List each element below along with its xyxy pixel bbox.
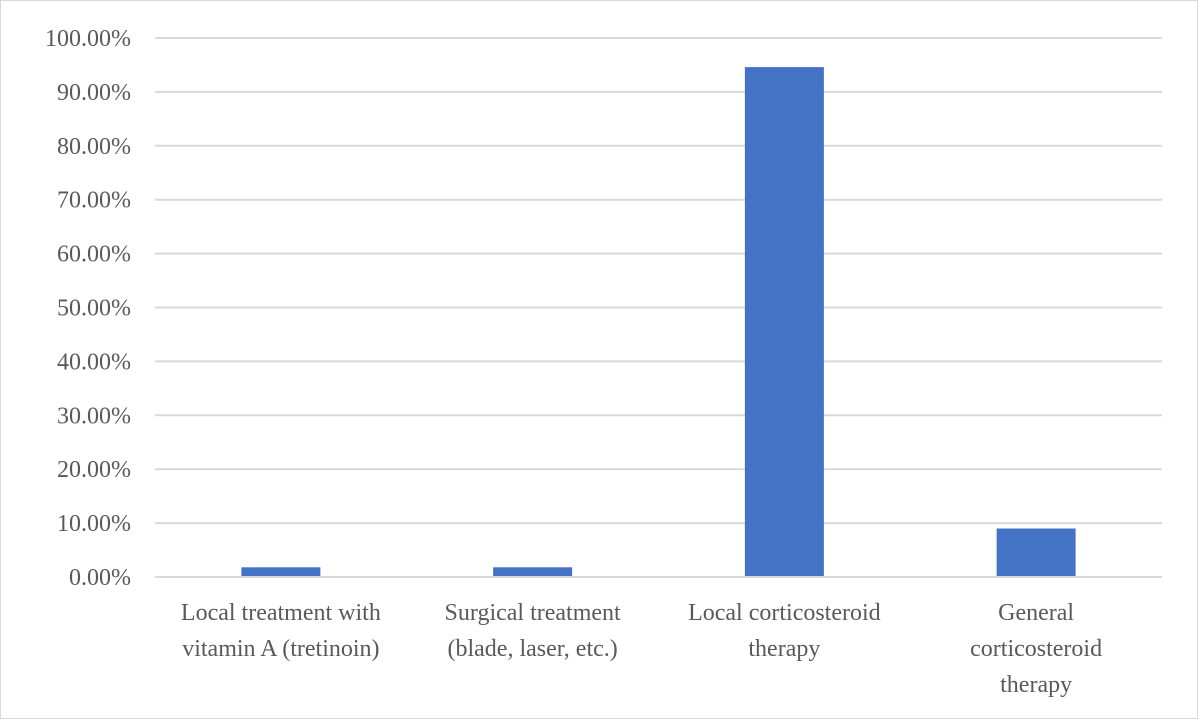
y-tick-label: 40.00% <box>57 349 131 375</box>
y-tick-label: 30.00% <box>57 403 131 429</box>
y-tick-label: 90.00% <box>57 80 131 106</box>
y-tick-label: 100.00% <box>45 26 131 52</box>
x-axis-category-labels: Local treatment with vitamin A (tretinoin… <box>181 600 1102 698</box>
x-category-label: Local treatment with vitamin A (tretinoin… <box>181 600 381 662</box>
x-category-label: General corticosteroid therapy <box>970 600 1102 698</box>
gridlines <box>155 37 1162 525</box>
bar <box>996 528 1076 577</box>
bar <box>241 567 321 577</box>
x-category-label: Local corticosteroid therapy <box>688 600 881 662</box>
bars <box>241 67 1076 577</box>
y-tick-label: 70.00% <box>57 188 131 214</box>
y-tick-label: 50.00% <box>57 296 131 322</box>
y-tick-label: 0.00% <box>69 565 131 591</box>
x-category-label: Surgical treatment (blade, laser, etc.) <box>445 600 622 662</box>
y-tick-label: 60.00% <box>57 242 131 268</box>
y-tick-label: 10.00% <box>57 511 131 537</box>
bar <box>744 67 824 577</box>
y-tick-label: 80.00% <box>57 134 131 160</box>
y-tick-label: 20.00% <box>57 457 131 483</box>
y-axis-tick-labels: 0.00% 10.00% 20.00% 30.00% 40.00% 50.00% 60.00… <box>45 26 131 591</box>
bar <box>493 567 573 577</box>
